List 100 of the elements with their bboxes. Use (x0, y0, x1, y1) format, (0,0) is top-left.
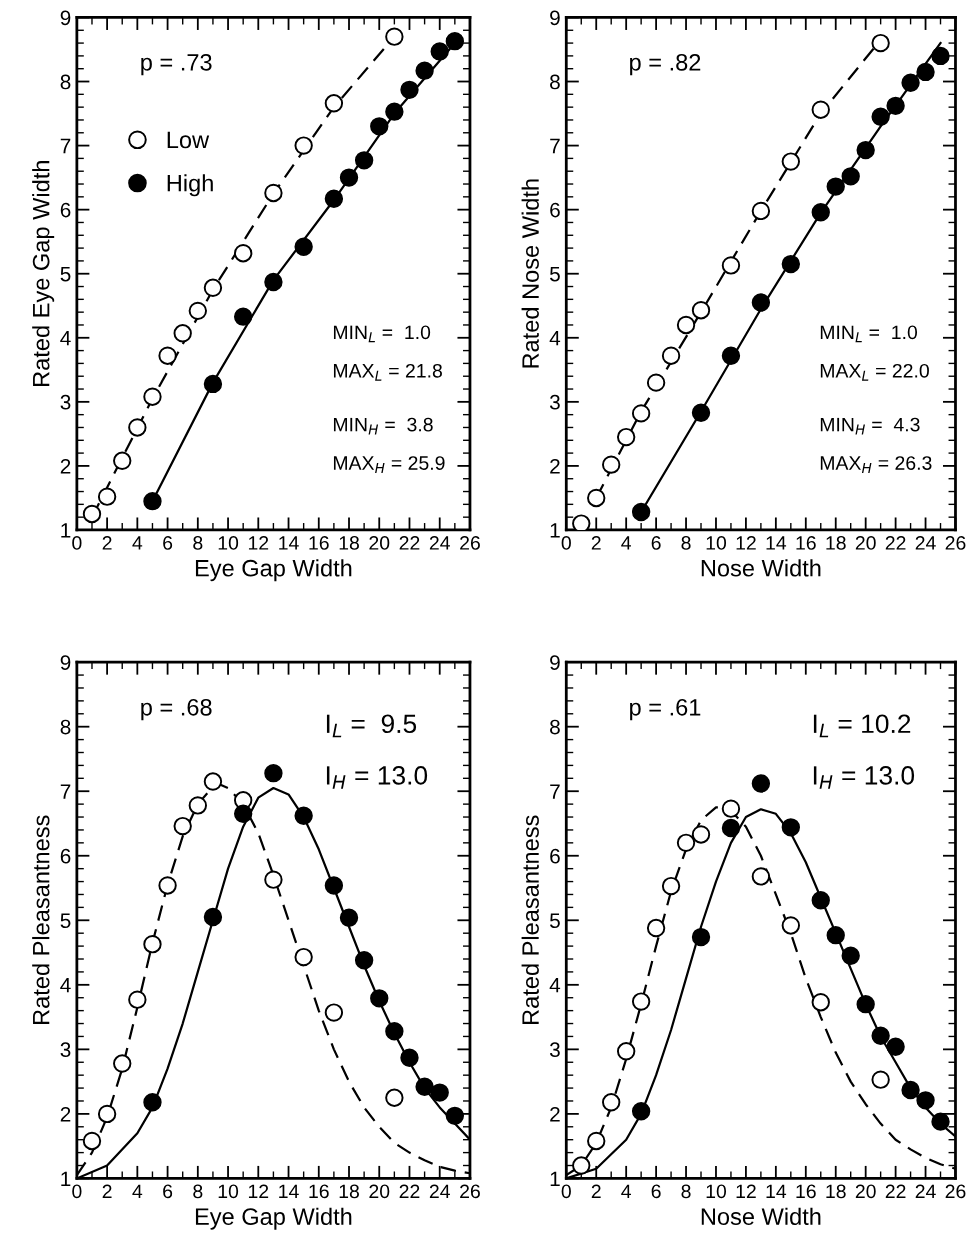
point (751, 201, 771, 221)
point (931, 1112, 950, 1131)
y-tick-label: 7 (550, 784, 560, 799)
annotation: p = .73 (141, 53, 212, 76)
x-tick-label: 10 (218, 1184, 239, 1199)
y-axis-title: Rated Pleasantness (521, 815, 539, 1025)
annotation: I$_{H}$ = 13.0 (813, 766, 915, 789)
point (646, 918, 666, 938)
point (173, 816, 192, 836)
x-tick-label: 24 (915, 1184, 936, 1199)
point (415, 61, 434, 80)
x-axis-title: Nose Width (701, 1207, 821, 1225)
point (871, 1026, 890, 1045)
y-axis-title: Rated Eye Gap Width (32, 161, 55, 386)
point (294, 947, 313, 967)
point (691, 825, 711, 844)
y-tick-label: 9 (60, 10, 71, 26)
x-tick-label: 20 (855, 536, 876, 550)
y-tick-label: 8 (60, 74, 71, 90)
x-tick-label: 4 (621, 1184, 631, 1199)
y-tick-label: 6 (550, 848, 560, 864)
x-tick-label: 18 (826, 536, 846, 550)
y-tick-label: 6 (60, 202, 71, 218)
annotation: p = .68 (141, 698, 212, 721)
point (128, 990, 147, 1009)
y-tick-label: 2 (550, 458, 560, 474)
x-tick-label: 10 (706, 536, 727, 550)
point (841, 167, 860, 186)
y-tick-label: 4 (549, 978, 561, 993)
point (203, 772, 223, 791)
x-tick-label: 6 (163, 536, 173, 550)
point (82, 504, 102, 524)
point (324, 189, 344, 208)
x-tick-label: 16 (309, 1184, 329, 1199)
x-tick-label: 0 (72, 1184, 82, 1199)
y-tick-label: 3 (549, 1042, 560, 1058)
annotation: I$_{L}$ = 10.2 (813, 714, 911, 738)
point (400, 80, 419, 100)
point (188, 301, 207, 321)
y-tick-label: 7 (60, 138, 71, 154)
legend-label: Low (167, 131, 210, 149)
x-tick-label: 14 (279, 1184, 299, 1199)
y-tick-label: 4 (60, 331, 71, 346)
y-tick-label: 3 (549, 394, 560, 410)
x-tick-label: 8 (681, 1184, 691, 1199)
legend-label: High (167, 174, 213, 197)
x-tick-label: 8 (193, 536, 203, 550)
annotation: I$_{L}$ = 9.5 (326, 714, 417, 738)
point (415, 1077, 434, 1096)
point (188, 796, 207, 815)
point (886, 1037, 905, 1056)
point (143, 1093, 162, 1112)
x-tick-label: 26 (460, 1184, 480, 1199)
point (324, 1003, 344, 1022)
x-tick-label: 20 (369, 1184, 390, 1199)
point (113, 451, 132, 470)
annotation: MAX$_{H}$ = 26.3 (820, 456, 932, 473)
point (916, 62, 935, 82)
point (826, 925, 845, 945)
x-tick-label: 4 (132, 1184, 143, 1199)
point (339, 168, 359, 187)
point (631, 992, 651, 1011)
point (264, 272, 283, 292)
x-tick-label: 18 (826, 1184, 846, 1199)
point (587, 1131, 606, 1151)
x-tick-label: 12 (736, 536, 756, 550)
x-tick-label: 16 (309, 536, 329, 550)
point (354, 951, 374, 970)
point (871, 33, 890, 53)
point (811, 100, 830, 119)
point (691, 301, 711, 320)
point (841, 946, 860, 965)
point (158, 346, 177, 365)
point (811, 891, 830, 910)
y-tick-label: 1 (550, 1171, 560, 1186)
point (370, 117, 389, 136)
x-tick-label: 6 (651, 536, 661, 550)
point (324, 876, 344, 895)
point (572, 1156, 591, 1175)
point (616, 427, 636, 447)
point (128, 418, 147, 437)
point (676, 315, 696, 335)
point (233, 307, 253, 326)
x-tick-label: 0 (561, 1184, 571, 1199)
x-tick-label: 14 (766, 536, 787, 550)
x-tick-label: 4 (132, 536, 143, 550)
x-tick-label: 24 (915, 536, 936, 550)
point (602, 1093, 621, 1112)
annotation: MIN$_{L}$ = 1.0 (820, 325, 918, 343)
point (430, 1083, 449, 1102)
annotation: MIN$_{L}$ = 1.0 (333, 325, 431, 343)
x-tick-label: 2 (591, 536, 601, 550)
x-tick-label: 24 (429, 536, 450, 550)
point (264, 183, 283, 203)
x-tick-label: 22 (885, 536, 906, 550)
annotation: p = .61 (630, 698, 701, 721)
point (781, 254, 801, 274)
x-tick-label: 20 (855, 1184, 876, 1199)
y-tick-label: 2 (60, 458, 71, 474)
point (721, 346, 741, 365)
